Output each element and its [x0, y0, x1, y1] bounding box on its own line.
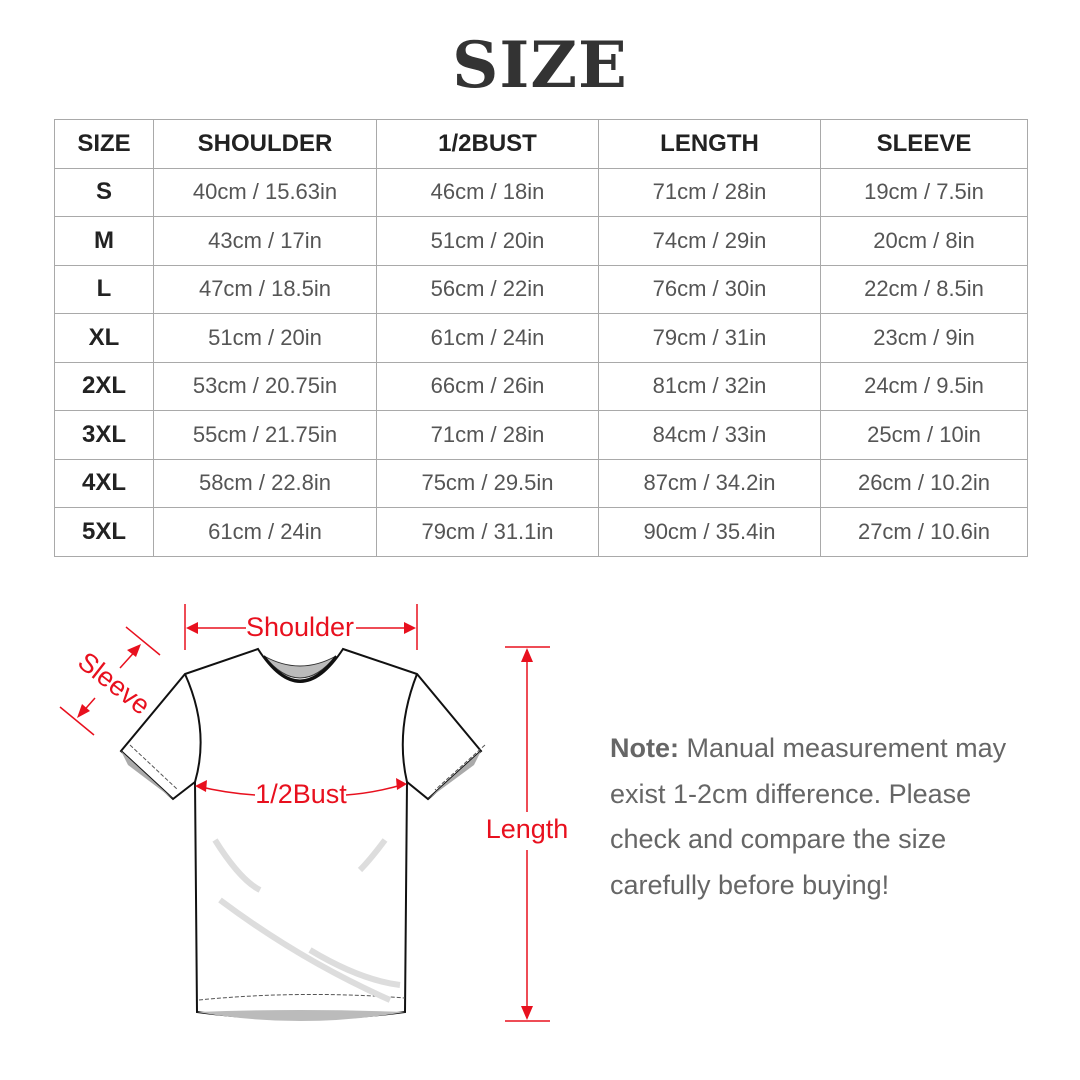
- tshirt-icon: [119, 647, 486, 1021]
- length-cell: 84cm / 33in: [598, 410, 821, 460]
- page-title: SIZE: [452, 28, 628, 103]
- sleeve-cell: 25cm / 10in: [820, 410, 1028, 460]
- table-row: 2XL 53cm / 20.75in 66cm / 26in 81cm / 32in 2…: [54, 361, 1028, 411]
- sleeve-cell: 24cm / 9.5in: [820, 361, 1028, 411]
- shoulder-cell: 51cm / 20in: [153, 313, 377, 363]
- table-row: XL 51cm / 20in 61cm / 24in 79cm / 31in 23cm …: [54, 313, 1028, 363]
- bust-cell: 79cm / 31.1in: [376, 507, 599, 557]
- table-row: L 47cm / 18.5in 56cm / 22in 76cm / 30in 22cm…: [54, 264, 1028, 314]
- bust-cell: 71cm / 28in: [376, 410, 599, 460]
- length-cell: 74cm / 29in: [598, 216, 821, 266]
- length-cell: 90cm / 35.4in: [598, 507, 821, 557]
- table-row: 5XL 61cm / 24in 79cm / 31.1in 90cm / 35.4in…: [54, 507, 1028, 557]
- sleeve-cell: 23cm / 9in: [820, 313, 1028, 363]
- bust-measure: 1/2Bust: [195, 778, 407, 809]
- sleeve-cell: 22cm / 8.5in: [820, 264, 1028, 314]
- size-cell: XL: [54, 313, 154, 363]
- length-measure: Length: [486, 646, 569, 1022]
- table-row: S 40cm / 15.63in 46cm / 18in 71cm / 28in 19c…: [54, 167, 1028, 217]
- table-header-row: SIZE SHOULDER 1/2BUST LENGTH SLEEVE: [54, 119, 1028, 169]
- sleeve-cell: 19cm / 7.5in: [820, 167, 1028, 217]
- sleeve-cell: 26cm / 10.2in: [820, 458, 1028, 508]
- bust-cell: 61cm / 24in: [376, 313, 599, 363]
- shoulder-cell: 40cm / 15.63in: [153, 167, 377, 217]
- shoulder-cell: 53cm / 20.75in: [153, 361, 377, 411]
- sleeve-cell: 20cm / 8in: [820, 216, 1028, 266]
- bust-cell: 56cm / 22in: [376, 264, 599, 314]
- size-cell: M: [54, 216, 154, 266]
- header-length: LENGTH: [598, 119, 821, 169]
- size-cell: 3XL: [54, 410, 154, 460]
- shoulder-cell: 47cm / 18.5in: [153, 264, 377, 314]
- header-size: SIZE: [54, 119, 154, 169]
- shoulder-cell: 43cm / 17in: [153, 216, 377, 266]
- note-text: Note: Manual measurement may exist 1-2cm…: [610, 726, 1040, 908]
- shoulder-label: Shoulder: [246, 612, 354, 642]
- table-row: 4XL 58cm / 22.8in 75cm / 29.5in 87cm / 34.2…: [54, 458, 1028, 508]
- bust-cell: 51cm / 20in: [376, 216, 599, 266]
- table-row: M 43cm / 17in 51cm / 20in 74cm / 29in 20cm /…: [54, 216, 1028, 266]
- sleeve-measure: Sleeve: [59, 626, 161, 736]
- length-cell: 87cm / 34.2in: [598, 458, 821, 508]
- note-label: Note:: [610, 733, 679, 763]
- length-label: Length: [486, 814, 569, 844]
- sleeve-cell: 27cm / 10.6in: [820, 507, 1028, 557]
- shoulder-cell: 61cm / 24in: [153, 507, 377, 557]
- bust-label: 1/2Bust: [255, 779, 347, 809]
- bust-cell: 75cm / 29.5in: [376, 458, 599, 508]
- header-bust: 1/2BUST: [376, 119, 599, 169]
- note-body: Manual measurement may exist 1-2cm diffe…: [610, 733, 1007, 900]
- header-sleeve: SLEEVE: [820, 119, 1028, 169]
- shoulder-measure: Shoulder: [184, 604, 418, 650]
- bust-cell: 46cm / 18in: [376, 167, 599, 217]
- shoulder-cell: 58cm / 22.8in: [153, 458, 377, 508]
- size-table: SIZE SHOULDER 1/2BUST LENGTH SLEEVE S 40c…: [54, 119, 1028, 557]
- size-cell: 2XL: [54, 361, 154, 411]
- table-row: 3XL 55cm / 21.75in 71cm / 28in 84cm / 33in 2…: [54, 410, 1028, 460]
- size-cell: L: [54, 264, 154, 314]
- size-cell: 5XL: [54, 507, 154, 557]
- size-cell: S: [54, 167, 154, 217]
